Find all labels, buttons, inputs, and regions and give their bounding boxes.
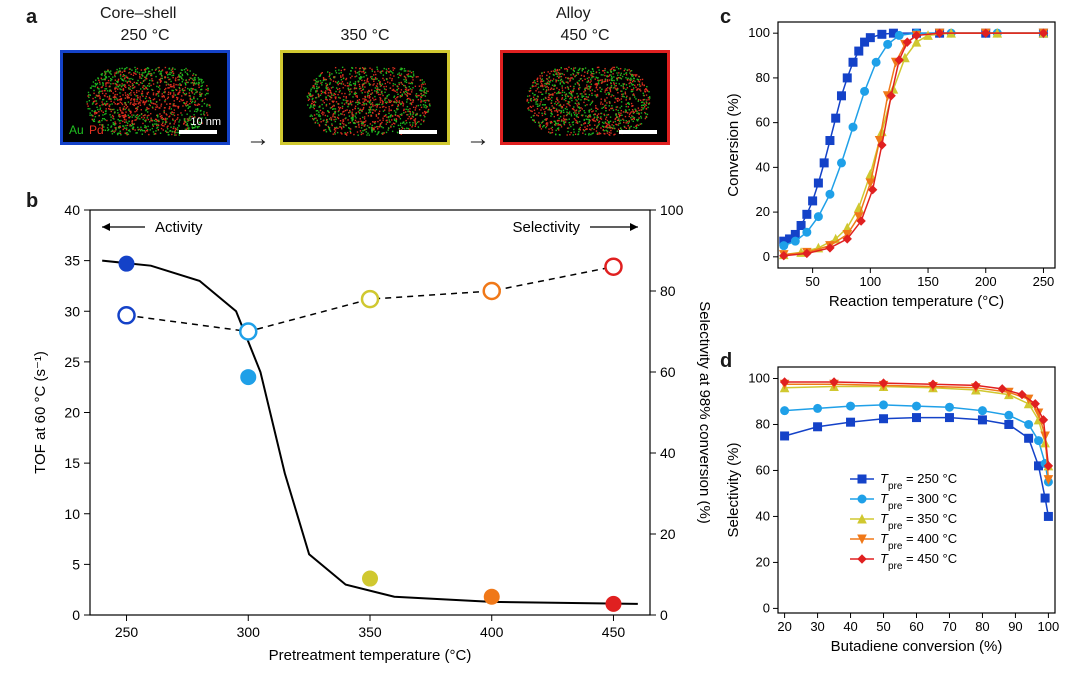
- temp-label-250: 250 °C: [65, 27, 225, 45]
- figure-root: a b c d Core–shell Alloy 250 °C 350 °C 4…: [0, 0, 1080, 680]
- svg-text:Tpre = 450 °C: Tpre = 450 °C: [880, 551, 957, 572]
- svg-text:250: 250: [115, 624, 139, 640]
- svg-text:Conversion (%): Conversion (%): [725, 93, 742, 196]
- svg-text:Selectivity at 98% conversion: Selectivity at 98% conversion (%): [696, 301, 710, 524]
- svg-text:100: 100: [748, 370, 770, 385]
- panel-b-chart: 0510152025303540020406080100250300350400…: [20, 195, 710, 675]
- svg-text:5: 5: [72, 556, 80, 572]
- au-label: Au: [69, 123, 84, 137]
- svg-text:50: 50: [805, 274, 819, 289]
- temp-label-350: 350 °C: [285, 27, 445, 45]
- svg-text:25: 25: [64, 354, 80, 370]
- svg-text:70: 70: [942, 619, 956, 634]
- arrow-icon: →: [466, 125, 490, 153]
- svg-text:60: 60: [756, 462, 770, 477]
- svg-text:250: 250: [1033, 274, 1055, 289]
- micrograph-250: Au Pd 10 nm: [60, 50, 230, 145]
- svg-text:350: 350: [358, 624, 382, 640]
- svg-text:400: 400: [480, 624, 504, 640]
- svg-text:100: 100: [660, 202, 684, 218]
- svg-text:100: 100: [859, 274, 881, 289]
- svg-text:Tpre = 250 °C: Tpre = 250 °C: [880, 471, 957, 492]
- svg-text:60: 60: [909, 619, 923, 634]
- svg-text:0: 0: [660, 607, 668, 623]
- micrograph-450: [500, 50, 670, 145]
- svg-text:Selectivity (%): Selectivity (%): [725, 442, 742, 537]
- panel-d-chart: 20 30 40 50 60 70 80 90 100 0 20 40 60 80 100 Butadiene…: [720, 355, 1070, 675]
- scalebar-label: 10 nm: [190, 116, 221, 128]
- svg-text:50: 50: [876, 619, 890, 634]
- svg-text:20: 20: [660, 526, 676, 542]
- arrow-icon: →: [246, 125, 270, 153]
- svg-text:40: 40: [756, 159, 770, 174]
- svg-text:35: 35: [64, 253, 80, 269]
- temp-label-450: 450 °C: [505, 27, 665, 45]
- scalebar: [399, 130, 437, 134]
- svg-text:Tpre = 300 °C: Tpre = 300 °C: [880, 491, 957, 512]
- svg-text:40: 40: [843, 619, 857, 634]
- svg-text:0: 0: [72, 607, 80, 623]
- svg-text:80: 80: [756, 416, 770, 431]
- svg-text:TOF at 60 °C (s⁻¹): TOF at 60 °C (s⁻¹): [32, 351, 49, 474]
- svg-text:20: 20: [756, 204, 770, 219]
- svg-text:Reaction temperature (°C): Reaction temperature (°C): [829, 293, 1004, 310]
- svg-text:Activity: Activity: [155, 219, 203, 236]
- panel-label-a: a: [26, 6, 37, 29]
- svg-text:80: 80: [660, 283, 676, 299]
- svg-text:30: 30: [810, 619, 824, 634]
- panel-c-chart: 50 100 150 200 250 0 20 40 60 80 100 Reaction tempe…: [720, 10, 1070, 320]
- svg-text:450: 450: [602, 624, 626, 640]
- svg-text:60: 60: [756, 115, 770, 130]
- svg-text:80: 80: [975, 619, 989, 634]
- svg-text:Selectivity: Selectivity: [512, 219, 580, 236]
- svg-text:40: 40: [756, 508, 770, 523]
- svg-text:30: 30: [64, 303, 80, 319]
- svg-text:40: 40: [660, 445, 676, 461]
- svg-text:100: 100: [1038, 619, 1060, 634]
- svg-text:10: 10: [64, 506, 80, 522]
- svg-text:90: 90: [1008, 619, 1022, 634]
- svg-text:0: 0: [763, 249, 770, 264]
- svg-text:Tpre = 400 °C: Tpre = 400 °C: [880, 531, 957, 552]
- svg-text:200: 200: [975, 274, 997, 289]
- svg-text:20: 20: [756, 554, 770, 569]
- svg-text:100: 100: [748, 25, 770, 40]
- coreshell-label: Core–shell: [100, 5, 176, 23]
- alloy-label: Alloy: [556, 5, 591, 23]
- scalebar: [619, 130, 657, 134]
- svg-text:60: 60: [660, 364, 676, 380]
- svg-text:80: 80: [756, 70, 770, 85]
- svg-text:150: 150: [917, 274, 939, 289]
- svg-text:0: 0: [763, 600, 770, 615]
- micrograph-350: [280, 50, 450, 145]
- svg-text:20: 20: [777, 619, 791, 634]
- svg-text:15: 15: [64, 455, 80, 471]
- svg-text:Tpre = 350 °C: Tpre = 350 °C: [880, 511, 957, 532]
- svg-text:20: 20: [64, 405, 80, 421]
- svg-text:40: 40: [64, 202, 80, 218]
- svg-text:Butadiene conversion (%): Butadiene conversion (%): [831, 638, 1003, 655]
- svg-text:Pretreatment temperature (°C): Pretreatment temperature (°C): [269, 647, 472, 664]
- pd-label: Pd: [89, 123, 104, 137]
- panel-a: Core–shell Alloy 250 °C 350 °C 450 °C Au…: [60, 30, 670, 180]
- svg-text:300: 300: [237, 624, 261, 640]
- scalebar: [179, 130, 217, 134]
